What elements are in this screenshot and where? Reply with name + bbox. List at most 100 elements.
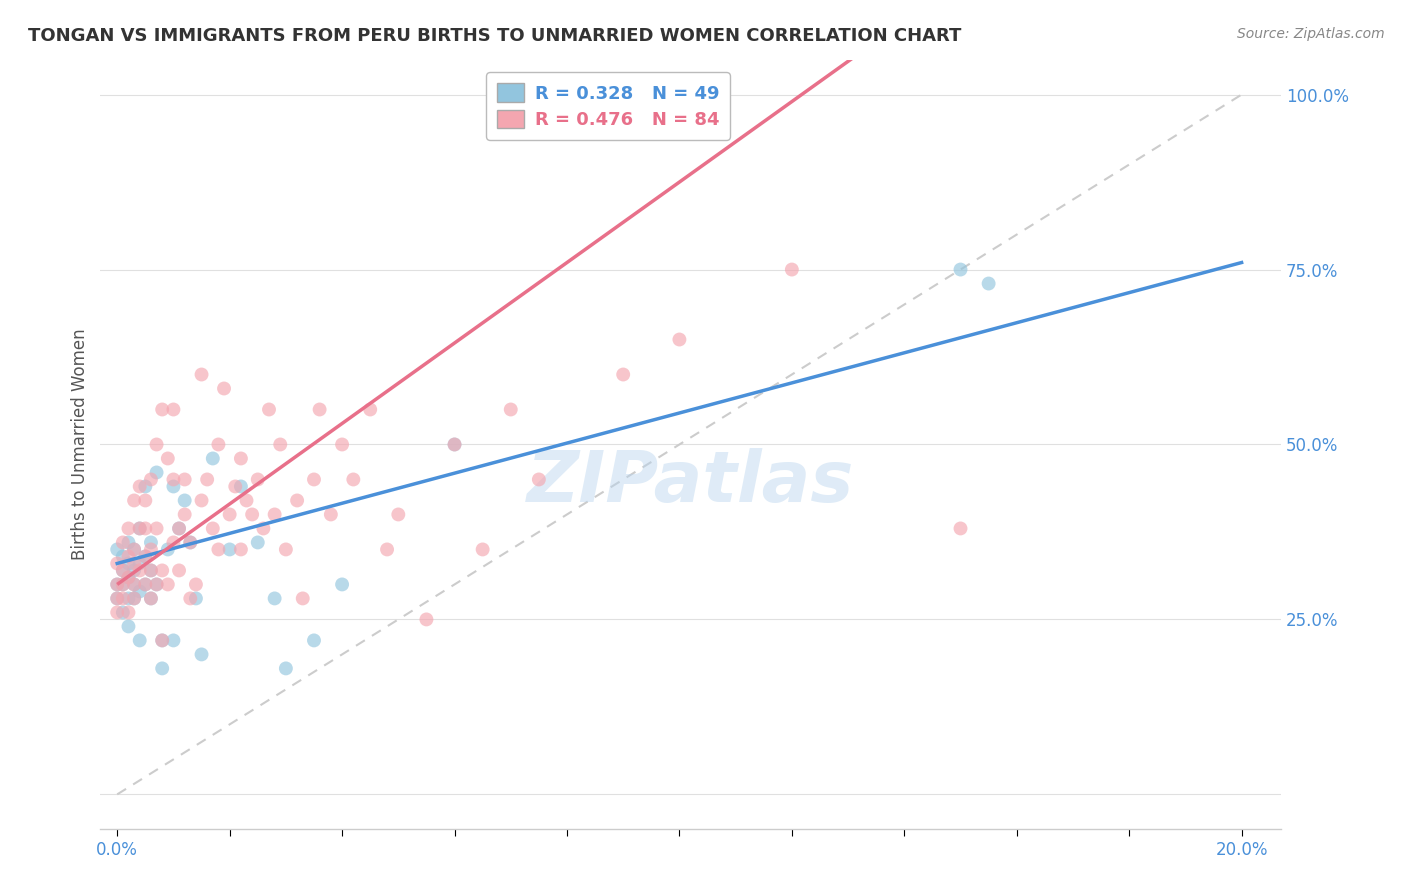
Point [150, 633, 173, 648]
Point [145, 521, 167, 535]
Point [128, 521, 150, 535]
Point [173, 508, 195, 522]
Point [342, 473, 364, 487]
Point [201, 521, 224, 535]
Point [302, 633, 325, 648]
Point [128, 479, 150, 493]
Point [105, 557, 128, 571]
Point [111, 535, 134, 549]
Text: ZIPatlas: ZIPatlas [527, 449, 855, 517]
Point [612, 368, 634, 382]
Point [134, 479, 156, 493]
Point [291, 591, 314, 606]
Point [117, 549, 139, 564]
Point [150, 633, 173, 648]
Point [139, 564, 162, 578]
Point [139, 535, 162, 549]
Point [212, 382, 235, 396]
Point [257, 402, 280, 417]
Point [224, 479, 246, 493]
Point [122, 591, 145, 606]
Point [949, 262, 972, 277]
Point [190, 648, 212, 662]
Point [285, 493, 308, 508]
Point [111, 577, 134, 591]
Point [246, 473, 269, 487]
Point [117, 570, 139, 584]
Point [145, 466, 167, 480]
Point [162, 633, 184, 648]
Point [162, 535, 184, 549]
Point [184, 591, 207, 606]
Point [156, 577, 179, 591]
Point [780, 262, 803, 277]
Point [443, 437, 465, 451]
Point [128, 564, 150, 578]
Point [111, 606, 134, 620]
Point [156, 542, 179, 557]
Point [330, 577, 353, 591]
Point [190, 368, 212, 382]
Text: TONGAN VS IMMIGRANTS FROM PERU BIRTHS TO UNMARRIED WOMEN CORRELATION CHART: TONGAN VS IMMIGRANTS FROM PERU BIRTHS TO… [28, 27, 962, 45]
Point [218, 542, 240, 557]
Point [105, 542, 128, 557]
Point [229, 451, 252, 466]
Point [184, 577, 207, 591]
Point [111, 564, 134, 578]
Point [111, 577, 134, 591]
Point [218, 508, 240, 522]
Point [128, 557, 150, 571]
Point [139, 564, 162, 578]
Point [949, 521, 972, 535]
Point [128, 633, 150, 648]
Point [387, 508, 409, 522]
Point [668, 333, 690, 347]
Point [122, 577, 145, 591]
Point [302, 473, 325, 487]
Point [117, 570, 139, 584]
Point [128, 584, 150, 599]
Point [145, 437, 167, 451]
Point [150, 564, 173, 578]
Point [207, 437, 229, 451]
Point [117, 535, 139, 549]
Point [122, 591, 145, 606]
Point [274, 542, 297, 557]
Point [150, 661, 173, 675]
Point [263, 591, 285, 606]
Point [471, 542, 494, 557]
Point [977, 277, 1000, 291]
Point [139, 591, 162, 606]
Point [122, 557, 145, 571]
Point [117, 619, 139, 633]
Point [179, 535, 201, 549]
Point [229, 479, 252, 493]
Point [375, 542, 398, 557]
Point [117, 606, 139, 620]
Point [105, 591, 128, 606]
Point [117, 521, 139, 535]
Point [111, 591, 134, 606]
Point [499, 402, 522, 417]
Point [111, 549, 134, 564]
Point [134, 577, 156, 591]
Point [252, 521, 274, 535]
Point [162, 402, 184, 417]
Point [162, 473, 184, 487]
Point [162, 479, 184, 493]
Point [156, 451, 179, 466]
Point [527, 473, 550, 487]
Point [167, 521, 190, 535]
Point [269, 437, 291, 451]
Point [105, 577, 128, 591]
Point [122, 577, 145, 591]
Point [128, 521, 150, 535]
Point [246, 535, 269, 549]
Point [134, 549, 156, 564]
Y-axis label: Births to Unmarried Women: Births to Unmarried Women [72, 328, 89, 560]
Point [173, 493, 195, 508]
Point [415, 612, 437, 626]
Point [105, 577, 128, 591]
Point [319, 508, 342, 522]
Point [235, 493, 257, 508]
